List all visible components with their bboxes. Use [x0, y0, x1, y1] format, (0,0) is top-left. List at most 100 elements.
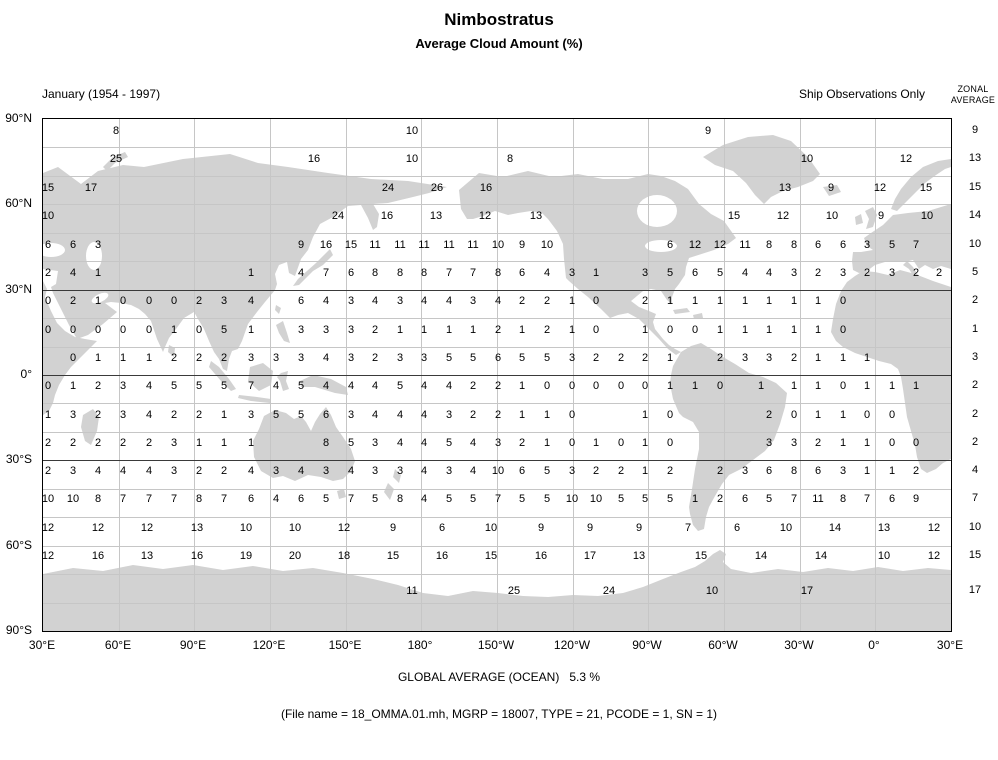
- grid-value: 2: [518, 437, 526, 449]
- landmass-tasmania: [337, 489, 346, 499]
- grid-value: 3: [247, 409, 255, 421]
- grid-value: 11: [406, 585, 418, 597]
- grid-value: 14: [828, 522, 842, 534]
- grid-value: 2: [863, 267, 871, 279]
- lon-tick-label: 0°: [868, 638, 880, 652]
- grid-value: 5: [272, 409, 280, 421]
- grid-value: 3: [119, 380, 127, 392]
- grid-value: 1: [888, 465, 896, 477]
- grid-value: 8: [396, 493, 404, 505]
- grid-value: 17: [583, 550, 597, 562]
- longitude-axis: 30°E 60°E 90°E 120°E 150°E 180° 150°W 120°W 90°W…: [29, 638, 963, 656]
- grid-value: 10: [877, 550, 891, 562]
- grid-value: 2: [69, 437, 77, 449]
- zonal-average-value: 13: [968, 152, 982, 164]
- grid-value: 5: [220, 324, 228, 336]
- grid-value: 1: [543, 409, 551, 421]
- grid-value: 2: [44, 465, 52, 477]
- grid-value: 7: [469, 267, 477, 279]
- grid-value: 9: [827, 182, 835, 194]
- grid-value: 0: [592, 295, 600, 307]
- grid-value: 4: [119, 465, 127, 477]
- grid-value: 0: [617, 437, 625, 449]
- grid-value: 0: [145, 324, 153, 336]
- grid-value: 15: [344, 239, 358, 251]
- grid-value: 1: [741, 295, 749, 307]
- grid-value: 3: [371, 437, 379, 449]
- grid-value: 0: [617, 380, 625, 392]
- grid-value: 3: [396, 295, 404, 307]
- grid-value: 3: [170, 437, 178, 449]
- grid-value: 0: [69, 352, 77, 364]
- grid-value: 7: [119, 493, 127, 505]
- grid-value: 0: [119, 295, 127, 307]
- grid-value: 12: [873, 182, 887, 194]
- grid-value: 11: [739, 239, 751, 251]
- grid-value: 1: [94, 352, 102, 364]
- landmass-taiwan: [275, 305, 281, 314]
- parallel-grid-line: [43, 289, 951, 291]
- zonal-average-value: 15: [968, 181, 982, 193]
- observations-note: Ship Observations Only: [798, 87, 925, 101]
- grid-value: 2: [170, 409, 178, 421]
- parallel-grid-line: [43, 403, 951, 405]
- grid-value: 0: [641, 380, 649, 392]
- grid-value: 12: [927, 550, 941, 562]
- grid-value: 9: [704, 125, 712, 137]
- grid-value: 1: [543, 437, 551, 449]
- parallel-grid-line: [43, 545, 951, 547]
- grid-value: 16: [91, 550, 105, 562]
- grid-value: 4: [420, 493, 428, 505]
- grid-value: 5: [617, 493, 625, 505]
- grid-value: 6: [814, 465, 822, 477]
- grid-value: 1: [741, 324, 749, 336]
- grid-value: 2: [592, 465, 600, 477]
- grid-value: 0: [44, 295, 52, 307]
- grid-value: 3: [247, 352, 255, 364]
- grid-value: 6: [814, 239, 822, 251]
- grid-value: 10: [41, 493, 55, 505]
- lat-tick-label: 0°: [20, 367, 32, 381]
- landmass-sulawesi: [277, 371, 289, 391]
- grid-value: 10: [565, 493, 579, 505]
- grid-value: 10: [405, 125, 419, 137]
- grid-value: 10: [920, 210, 934, 222]
- grid-value: 11: [443, 239, 455, 251]
- grid-value: 7: [322, 267, 330, 279]
- grid-value: 3: [69, 465, 77, 477]
- grid-value: 6: [888, 493, 896, 505]
- cloud-amount-values: 8 10 9 25 16 10 8 10 12 15 17 24 26 16 13 9 12 15 10 24 16 13…: [41, 119, 951, 631]
- grid-value: 1: [170, 324, 178, 336]
- grid-value: 3: [94, 239, 102, 251]
- grid-value: 8: [371, 267, 379, 279]
- grid-value: 16: [307, 153, 321, 165]
- grid-value: 13: [529, 210, 543, 222]
- grid-value: 3: [839, 267, 847, 279]
- zonal-average-value: 10: [968, 521, 982, 533]
- grid-value: 5: [888, 239, 896, 251]
- grid-value: 6: [297, 295, 305, 307]
- grid-value: 4: [445, 380, 453, 392]
- grid-value: 10: [66, 493, 80, 505]
- grid-value: 0: [839, 295, 847, 307]
- grid-value: 2: [814, 437, 822, 449]
- grid-value: 1: [666, 352, 674, 364]
- landmass-great-britain: [865, 207, 877, 229]
- grid-value: 2: [765, 409, 773, 421]
- grid-value: 0: [94, 324, 102, 336]
- grid-value: 6: [247, 493, 255, 505]
- grid-value: 0: [666, 409, 674, 421]
- grid-value: 6: [733, 522, 741, 534]
- grid-value: 4: [322, 380, 330, 392]
- zonal-average-value: 4: [971, 464, 979, 476]
- grid-value: 3: [322, 465, 330, 477]
- grid-value: 1: [666, 380, 674, 392]
- grid-value: 9: [912, 493, 920, 505]
- grid-value: 6: [666, 239, 674, 251]
- grid-value: 6: [691, 267, 699, 279]
- lat-tick-label: 90°S: [5, 623, 32, 637]
- grid-value: 11: [394, 239, 406, 251]
- grid-value: 6: [518, 465, 526, 477]
- grid-value: 2: [543, 295, 551, 307]
- grid-value: 4: [297, 465, 305, 477]
